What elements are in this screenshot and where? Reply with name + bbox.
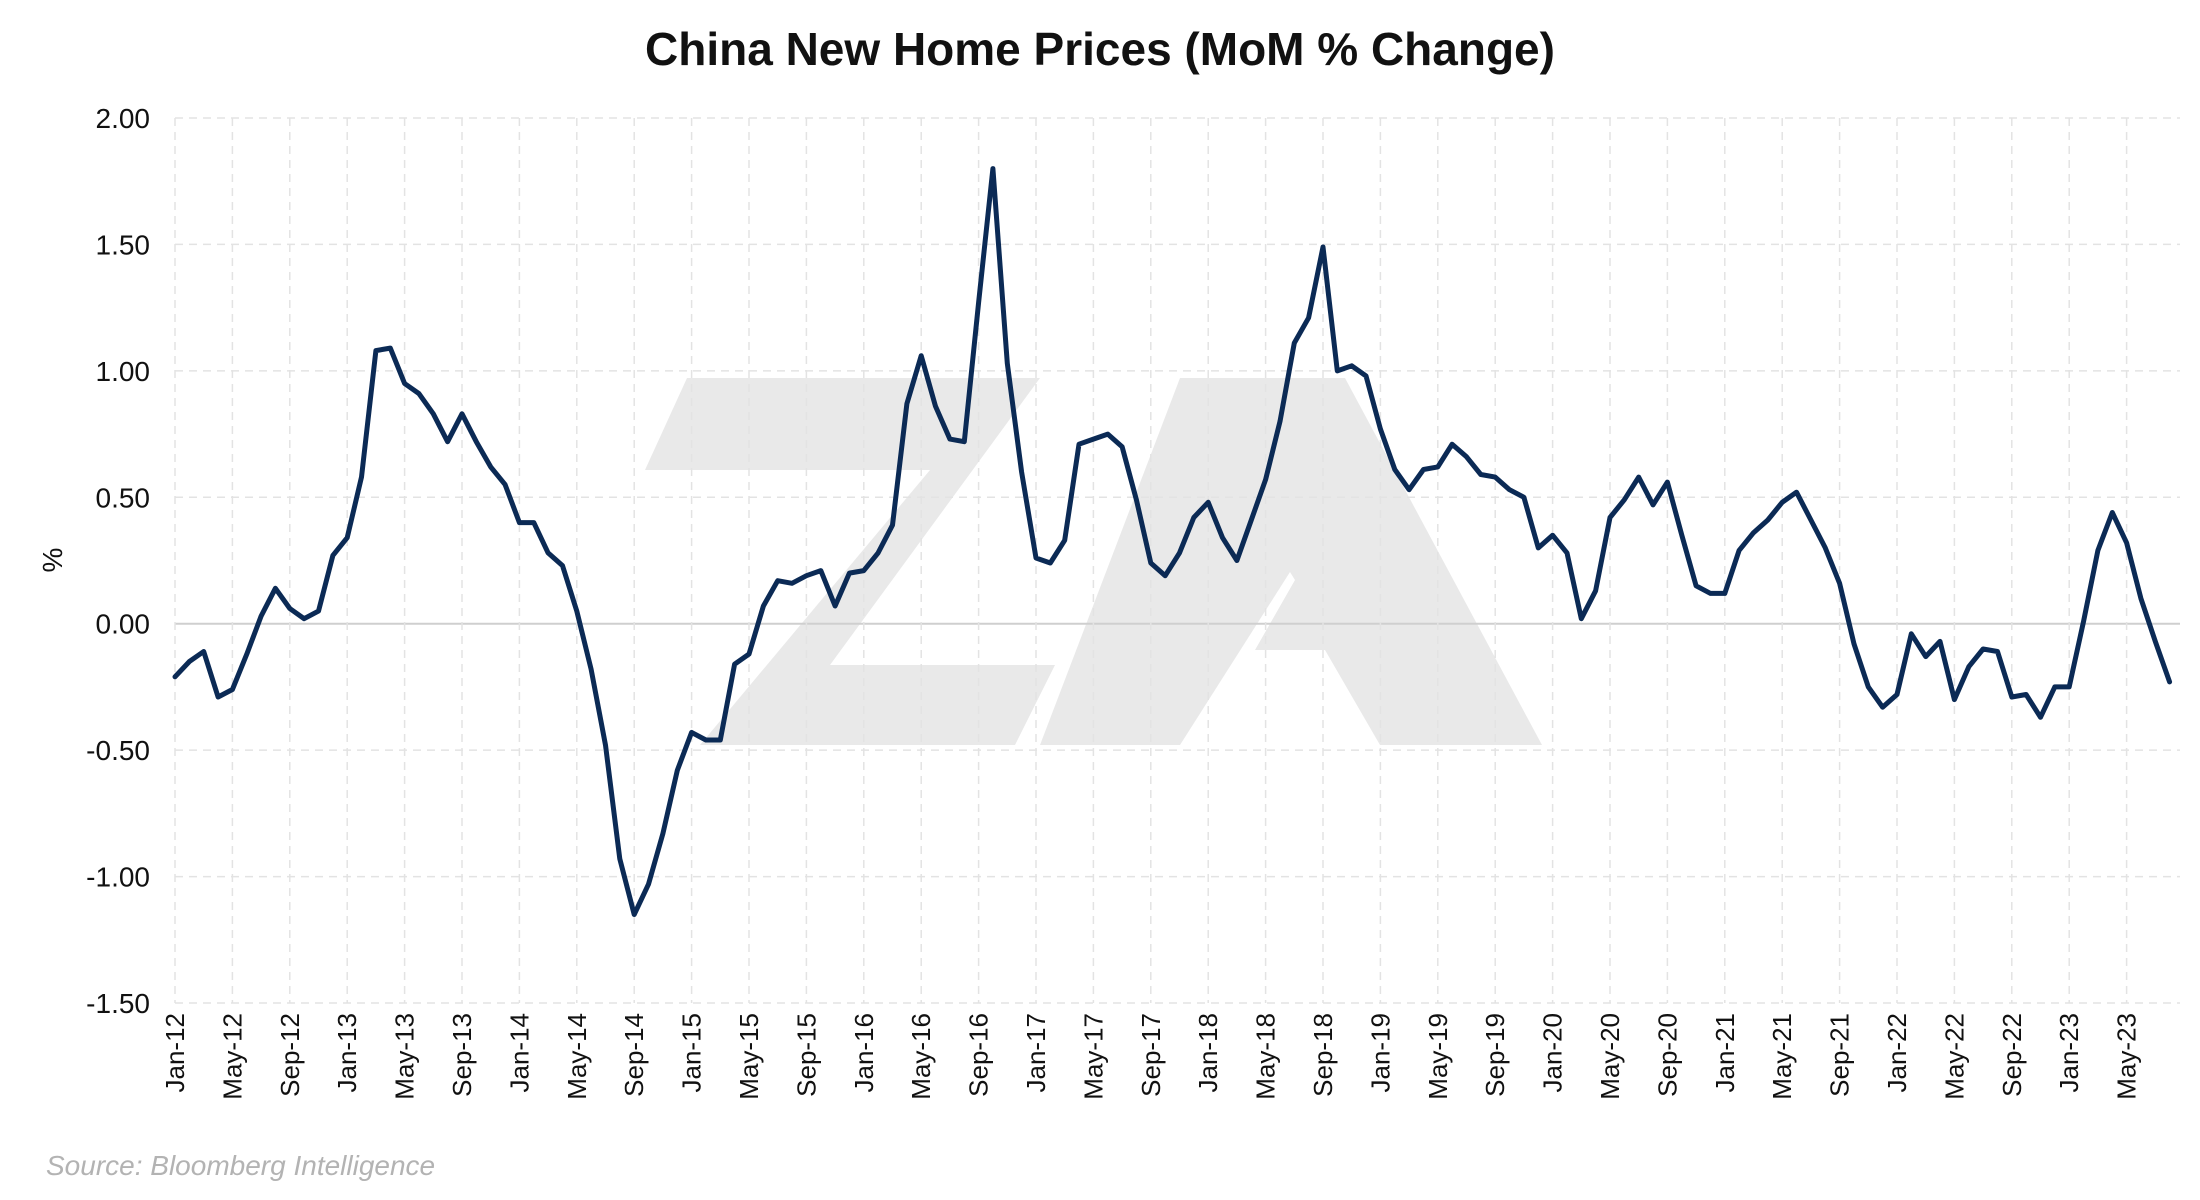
x-tick-label: Jan-16 bbox=[849, 1013, 879, 1093]
x-tick-label: Sep-13 bbox=[447, 1013, 477, 1097]
series-layer bbox=[172, 166, 2173, 917]
y-tick-label: 1.50 bbox=[96, 229, 151, 260]
chart-grid bbox=[174, 117, 2180, 1004]
x-tick-label: Jan-19 bbox=[1365, 1013, 1395, 1093]
y-tick-label: 2.00 bbox=[96, 103, 151, 134]
y-tick-label: 0.50 bbox=[96, 482, 151, 513]
y-axis-label: % bbox=[37, 548, 68, 573]
x-tick-label: Jan-22 bbox=[1882, 1013, 1912, 1093]
x-tick-label: Sep-22 bbox=[1997, 1013, 2027, 1097]
x-tick-label: Jan-20 bbox=[1538, 1013, 1568, 1093]
x-tick-label: Jan-12 bbox=[160, 1013, 190, 1093]
x-tick-label: May-12 bbox=[217, 1013, 247, 1100]
x-tick-label: May-18 bbox=[1251, 1013, 1281, 1100]
x-tick-label: Jan-23 bbox=[2054, 1013, 2084, 1093]
x-tick-label: May-21 bbox=[1767, 1013, 1797, 1100]
x-tick-label: May-23 bbox=[2112, 1013, 2142, 1100]
x-tick-label: Sep-12 bbox=[275, 1013, 305, 1097]
x-tick-label: Sep-14 bbox=[619, 1013, 649, 1097]
x-tick-label: Jan-17 bbox=[1021, 1013, 1051, 1093]
x-tick-label: May-15 bbox=[734, 1013, 764, 1100]
source-note: Source: Bloomberg Intelligence bbox=[46, 1150, 436, 1181]
y-tick-label: -1.00 bbox=[86, 862, 150, 893]
x-tick-label: Jan-14 bbox=[504, 1013, 534, 1093]
y-axis: 2.00 1.50 1.00 0.50 0.00 -0.50 -1.00 -1.50 bbox=[86, 103, 150, 1019]
x-tick-label: Sep-20 bbox=[1652, 1013, 1682, 1097]
x-axis: Jan-12 May-12 Sep-12 Jan-13 May-13 Sep-13 Jan-… bbox=[160, 1013, 2142, 1100]
y-tick-label: 0.00 bbox=[96, 609, 151, 640]
y-tick-label: 1.00 bbox=[96, 356, 151, 387]
x-tick-label: May-19 bbox=[1423, 1013, 1453, 1100]
x-tick-label: May-20 bbox=[1595, 1013, 1625, 1100]
x-tick-label: Sep-18 bbox=[1308, 1013, 1338, 1097]
x-tick-label: Jan-13 bbox=[332, 1013, 362, 1093]
x-tick-label: Sep-19 bbox=[1480, 1013, 1510, 1097]
x-tick-label: Sep-15 bbox=[791, 1013, 821, 1097]
y-tick-label: -0.50 bbox=[86, 735, 150, 766]
x-tick-label: May-22 bbox=[1939, 1013, 1969, 1100]
x-tick-label: May-17 bbox=[1078, 1013, 1108, 1100]
x-tick-label: Jan-15 bbox=[677, 1013, 707, 1093]
x-tick-label: Sep-21 bbox=[1825, 1013, 1855, 1097]
series-line bbox=[172, 166, 2173, 917]
x-tick-label: Jan-21 bbox=[1710, 1013, 1740, 1093]
y-tick-label: -1.50 bbox=[86, 988, 150, 1019]
x-tick-label: May-16 bbox=[906, 1013, 936, 1100]
x-tick-label: Jan-18 bbox=[1193, 1013, 1223, 1093]
watermark-logo bbox=[645, 378, 1542, 745]
x-tick-label: Sep-16 bbox=[964, 1013, 994, 1097]
chart-title: China New Home Prices (MoM % Change) bbox=[645, 23, 1555, 75]
x-tick-label: Sep-17 bbox=[1136, 1013, 1166, 1097]
x-tick-label: May-13 bbox=[390, 1013, 420, 1100]
x-tick-label: May-14 bbox=[562, 1013, 592, 1100]
